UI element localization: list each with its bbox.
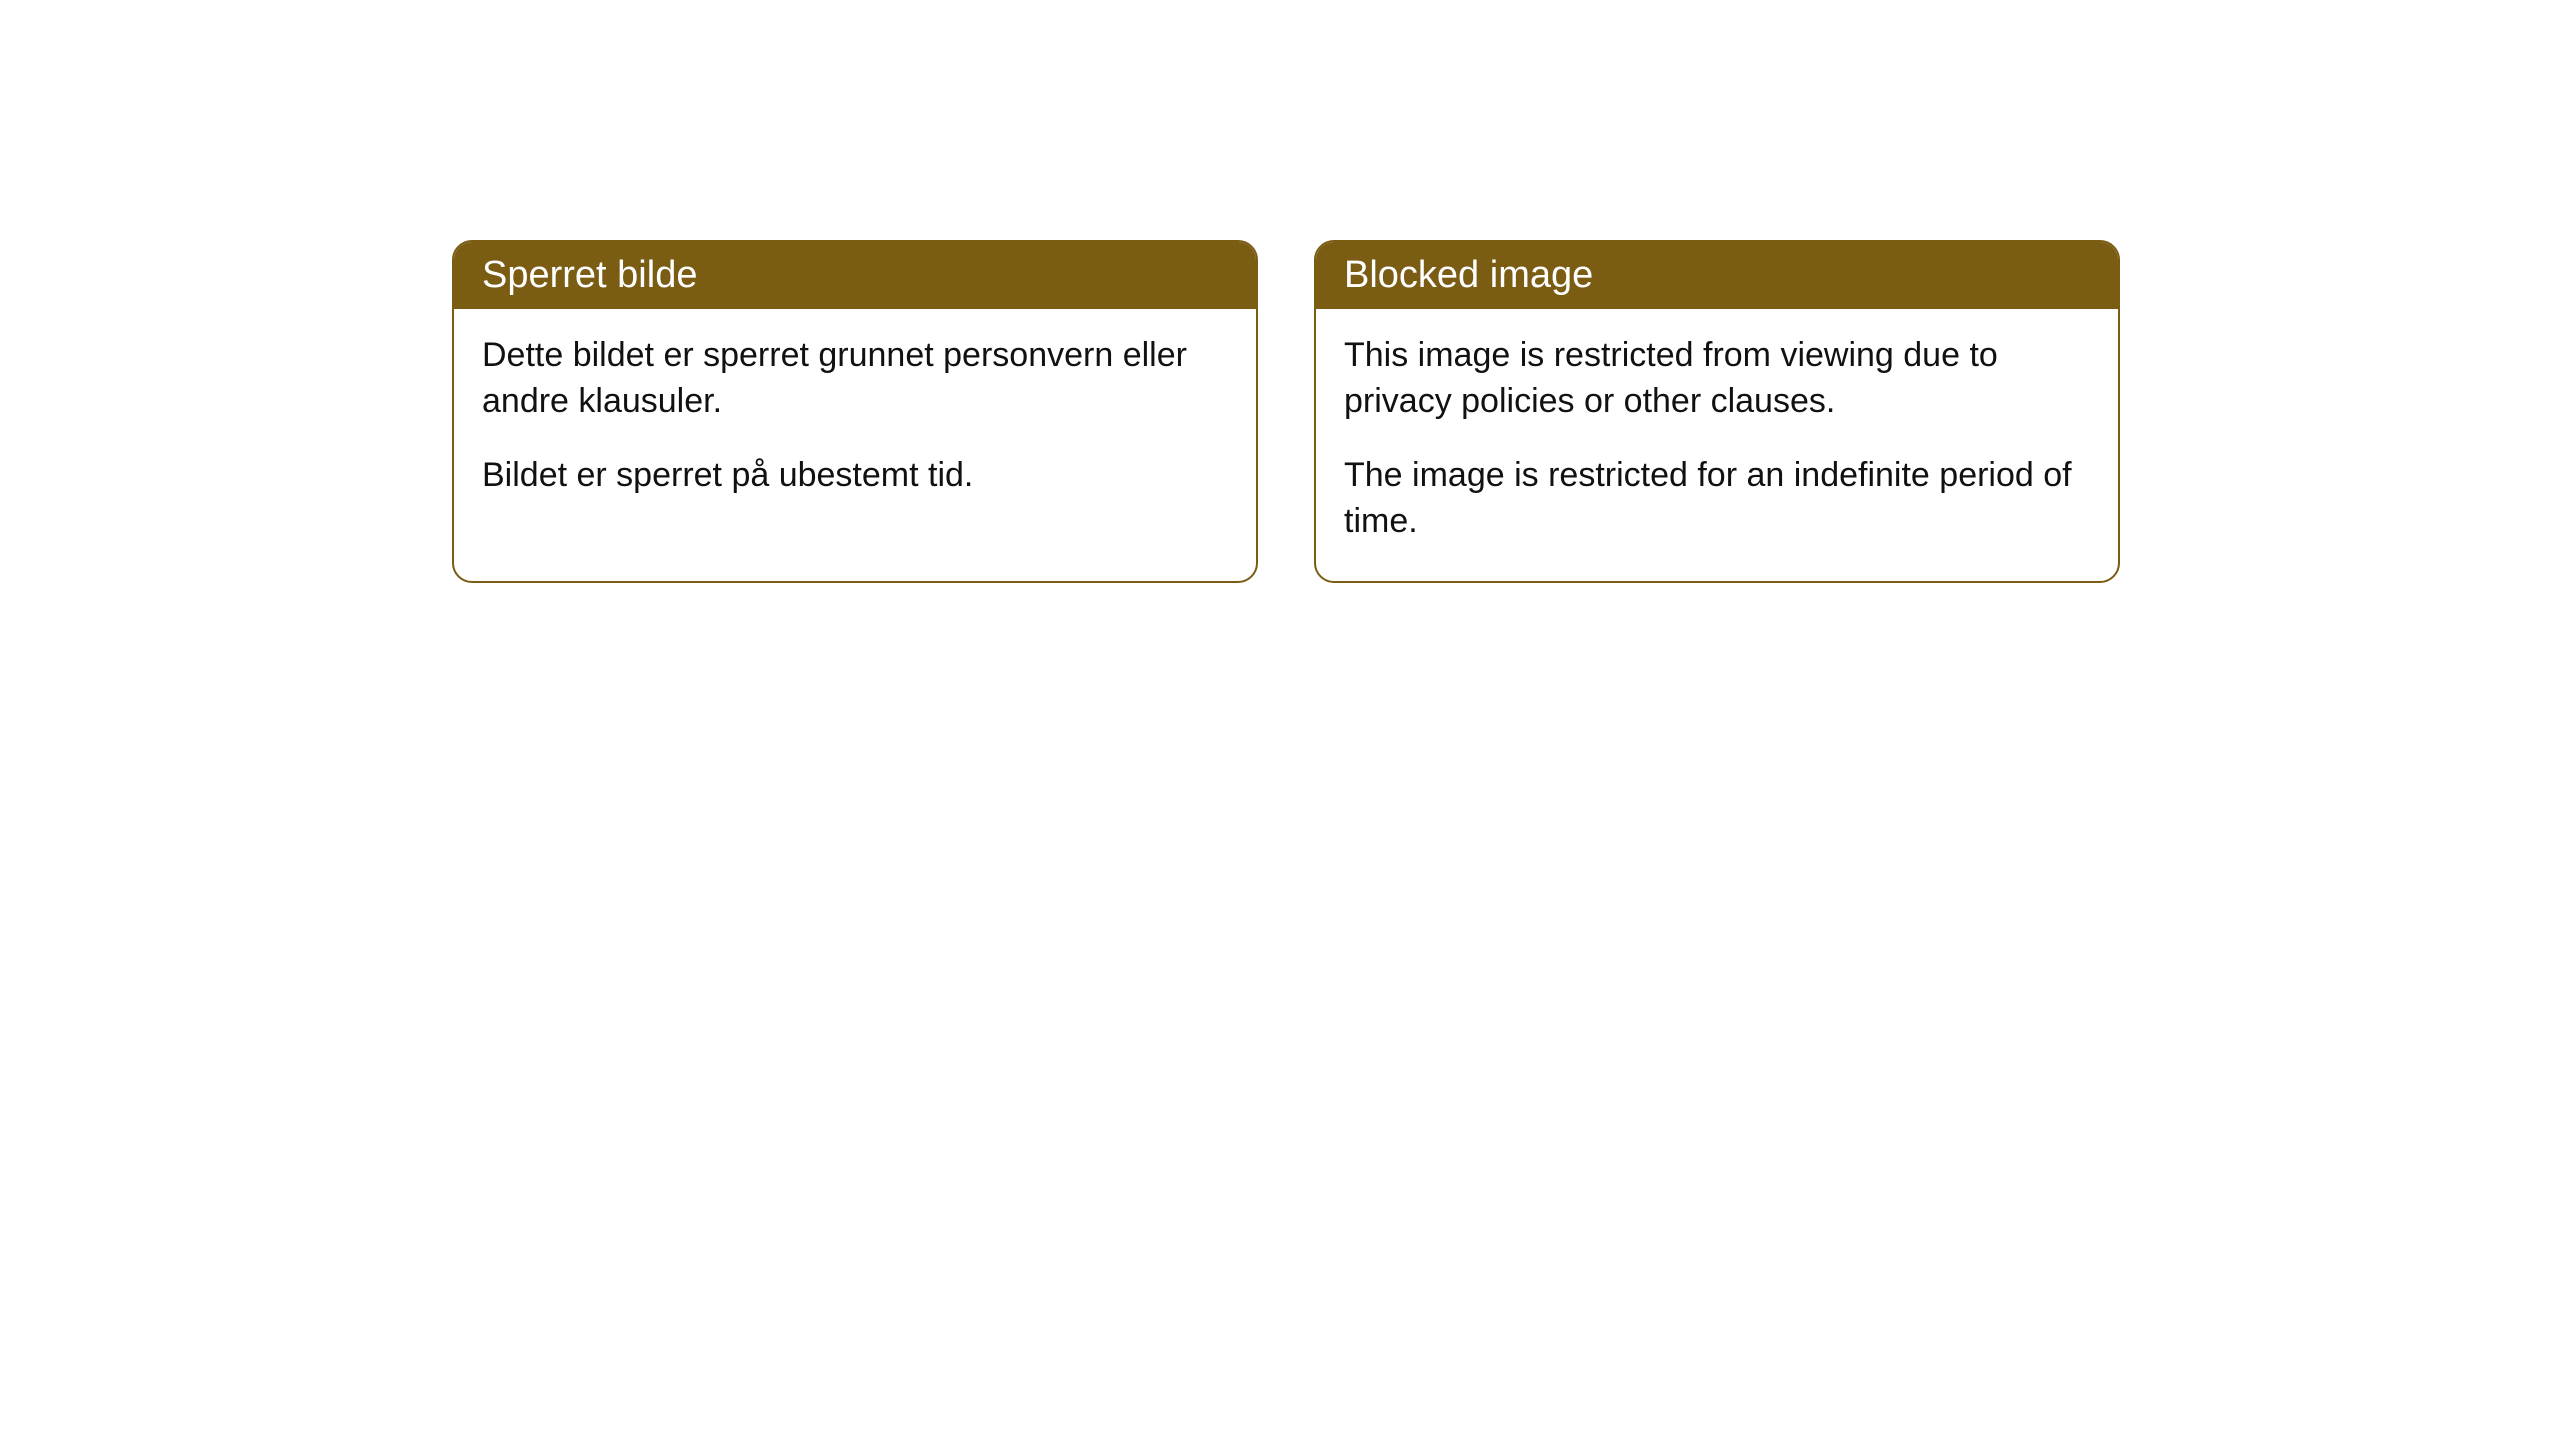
- card-paragraph: Dette bildet er sperret grunnet personve…: [482, 333, 1228, 425]
- card-header: Sperret bilde: [454, 242, 1256, 309]
- notice-card-norwegian: Sperret bilde Dette bildet er sperret gr…: [452, 240, 1258, 583]
- card-title: Sperret bilde: [482, 254, 697, 296]
- card-paragraph: Bildet er sperret på ubestemt tid.: [482, 453, 1228, 499]
- notice-cards-container: Sperret bilde Dette bildet er sperret gr…: [452, 240, 2120, 583]
- card-title: Blocked image: [1344, 254, 1593, 296]
- card-body: This image is restricted from viewing du…: [1316, 309, 2118, 581]
- card-paragraph: The image is restricted for an indefinit…: [1344, 453, 2090, 545]
- card-header: Blocked image: [1316, 242, 2118, 309]
- notice-card-english: Blocked image This image is restricted f…: [1314, 240, 2120, 583]
- card-paragraph: This image is restricted from viewing du…: [1344, 333, 2090, 425]
- card-body: Dette bildet er sperret grunnet personve…: [454, 309, 1256, 535]
